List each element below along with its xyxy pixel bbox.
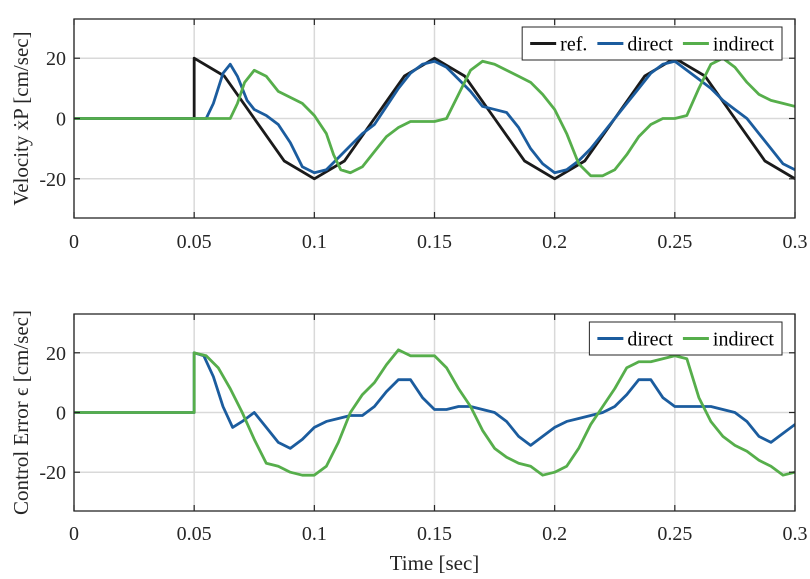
- legend-label: indirect: [713, 329, 775, 351]
- x-tick-label: 0.1: [302, 523, 327, 545]
- series-group: [74, 56, 795, 181]
- x-tick-label: 0.3: [783, 523, 808, 545]
- y-tick-label: 0: [56, 109, 66, 131]
- x-tick-label: 0.25: [657, 231, 692, 253]
- legend-box: [521, 26, 783, 61]
- x-tick-label: 0: [69, 523, 79, 545]
- legend-label: direct: [627, 329, 673, 351]
- legend-label: direct: [627, 34, 673, 56]
- y-tick-label: 20: [46, 48, 66, 70]
- x-tick-label: 0.2: [542, 523, 567, 545]
- x-tick-label: 0.3: [783, 231, 808, 253]
- x-tick-label: 0.05: [177, 231, 212, 253]
- x-axis-label: Time [sec]: [390, 551, 480, 575]
- y-tick-label: 0: [56, 403, 66, 425]
- x-tick-label: 0: [69, 231, 79, 253]
- series-line-direct: [74, 351, 795, 450]
- x-tick-label: 0.1: [302, 231, 327, 253]
- y-axis-label: Control Error ϵ [cm/sec]: [9, 310, 33, 515]
- series-group: [74, 348, 795, 477]
- y-tick-label: 20: [46, 343, 66, 365]
- x-tick-label: 0.15: [417, 231, 452, 253]
- legend-label: indirect: [713, 34, 775, 56]
- chart-panel-2: 0 0.05 0.1 0.15 0.2 0.25 0.3 -20 0 20 Control Erro…: [9, 310, 808, 575]
- chart-panel-1: 0 0.05 0.1 0.15 0.2 0.25 0.3 -20 0 20 Velocity ẋP …: [9, 18, 808, 253]
- series-line-indirect: [74, 348, 795, 477]
- x-tick-label: 0.05: [177, 523, 212, 545]
- series-line-indirect: [74, 56, 795, 178]
- y-axis-label: Velocity ẋP [cm/sec]: [9, 31, 33, 205]
- legend-label: ref.: [560, 34, 587, 56]
- series-line-direct: [74, 59, 795, 175]
- y-tick-label: -20: [39, 169, 66, 191]
- x-tick-label: 0.25: [657, 523, 692, 545]
- x-tick-label: 0.15: [417, 523, 452, 545]
- series-line-ref: [74, 56, 795, 181]
- legend: direct indirect: [588, 321, 783, 356]
- y-tick-label: -20: [39, 462, 66, 484]
- legend: ref. direct indirect: [521, 26, 783, 61]
- x-tick-label: 0.2: [542, 231, 567, 253]
